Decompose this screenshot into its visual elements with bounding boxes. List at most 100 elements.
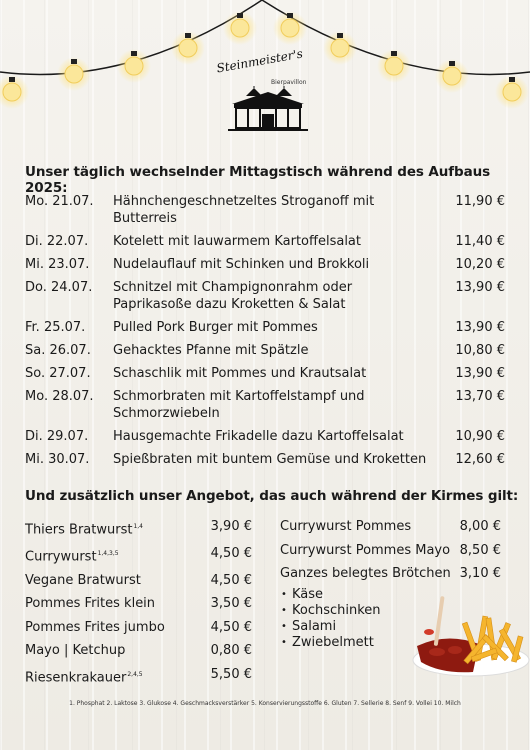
snack-row: Currywurst Pommes Mayo 8,50 €	[280, 542, 501, 559]
bullet-icon: •	[281, 588, 287, 600]
string-lights	[0, 0, 530, 109]
bullet-icon: •	[281, 604, 287, 616]
menu-dish: Hähnchengeschnetzeltes Stroganoff mit Bu…	[113, 194, 375, 226]
snack-name: Currywurst Pommes	[280, 519, 412, 534]
bullet-icon: •	[281, 636, 287, 648]
snack-row: Thiers Bratwurst1,4 3,90 €	[25, 518, 252, 538]
bullet-icon: •	[281, 620, 287, 632]
light-bulb-icon	[0, 75, 29, 109]
daily-menu-row: Fr. 25.07. Pulled Pork Burger mit Pommes 1…	[25, 319, 505, 336]
menu-dish: Hausgemachte Frikadelle dazu Kartoffelsa…	[113, 429, 404, 444]
menu-price: 10,20 €	[455, 257, 505, 272]
snack-name: Pommes Frites jumbo	[25, 619, 165, 635]
roll-options-list: • Käse • Kochschinken • Salami • Zwiebelmett	[280, 587, 501, 651]
roll-option: • Käse	[280, 587, 501, 603]
snack-price: 8,00 €	[459, 519, 501, 534]
extra-menu-title: Und zusätzlich unser Angebot, das auch w…	[25, 488, 519, 504]
snack-name: Currywurst	[25, 549, 97, 565]
menu-dish: Schaschlik mit Pommes und Krautsalat	[113, 366, 367, 381]
snack-price: 4,50 €	[210, 572, 252, 588]
menu-day: Mi. 23.07.	[25, 257, 90, 272]
daily-menu-row: Do. 24.07. Schnitzel mit Champignonrahm o…	[25, 279, 505, 313]
menu-day: Di. 29.07.	[25, 429, 89, 444]
daily-menu-row: Di. 29.07. Hausgemachte Frikadelle dazu K…	[25, 428, 505, 445]
logo-subtitle: Bierpavillon	[271, 79, 307, 86]
menu-day: Sa. 26.07.	[25, 343, 91, 358]
daily-menu-row: Sa. 26.07. Gehacktes Pfanne mit Spätzle 10…	[25, 342, 505, 359]
roll-option-label: Kochschinken	[292, 602, 381, 618]
snack-name: Pommes Frites klein	[25, 596, 156, 612]
extra-menu-left: Thiers Bratwurst1,4 3,90 € Currywurst1,4,3…	[25, 518, 252, 692]
logo: Steinmeister's Bierpavillon	[208, 46, 328, 136]
snack-name: Vegane Bratwurst	[25, 572, 141, 588]
snack-row: Vegane Bratwurst 4,50 €	[25, 572, 252, 589]
allergen-footnote: 1. Phosphat 2. Laktose 3. Glukose 4. Ges…	[69, 700, 461, 707]
daily-menu-row: Mo. 21.07. Hähnchengeschnetzeltes Strogan…	[25, 193, 505, 227]
roll-option-label: Salami	[292, 618, 337, 634]
menu-dish: Pulled Pork Burger mit Pommes	[113, 320, 318, 335]
daily-menu-row: Mi. 23.07. Nudelauflauf mit Schinken und …	[25, 256, 505, 273]
daily-menu-row: Di. 22.07. Kotelett mit lauwarmem Kartoff…	[25, 233, 505, 250]
snack-price: 3,90 €	[210, 519, 252, 534]
snack-row: Mayo | Ketchup 0,80 €	[25, 642, 252, 659]
snack-name: Currywurst Pommes Mayo	[280, 542, 451, 558]
menu-price: 10,80 €	[455, 343, 505, 358]
daily-menu-row: Mo. 28.07. Schmorbraten mit Kartoffelstam…	[25, 388, 505, 422]
snack-price: 3,50 €	[210, 596, 252, 612]
light-bulb-icon	[223, 11, 257, 45]
snack-price: 4,50 €	[210, 619, 252, 635]
roll-option-label: Käse	[292, 586, 324, 602]
currywurst-fries-image	[412, 596, 530, 677]
snack-row: Pommes Frites jumbo 4,50 €	[25, 619, 252, 636]
daily-menu-title: Unser täglich wechselnder Mittagstisch w…	[25, 164, 491, 196]
roll-option-label: Zwiebelmett	[292, 634, 374, 650]
daily-menu-row: So. 27.07. Schaschlik mit Pommes und Krau…	[25, 365, 505, 382]
menu-day: Do. 24.07.	[25, 280, 93, 295]
roll-option: • Kochschinken	[280, 603, 501, 619]
snack-row: Riesenkrakauer2,4,5 5,50 €	[25, 666, 252, 686]
daily-menu-row: Mi. 30.07. Spießbraten mit buntem Gemüse …	[25, 451, 505, 468]
menu-dish: Spießbraten mit buntem Gemüse und Kroket…	[113, 452, 427, 467]
snack-price: 4,50 €	[210, 545, 252, 561]
allergen-codes: 1,4	[133, 523, 143, 530]
snack-name: Riesenkrakauer	[25, 669, 127, 685]
light-bulb-icon	[171, 31, 205, 65]
menu-price: 11,90 €	[455, 194, 505, 209]
roll-option: • Salami	[280, 619, 501, 635]
snack-name: Thiers Bratwurst	[25, 522, 133, 538]
logo-name: Steinmeister's	[215, 46, 304, 76]
light-bulb-icon	[117, 49, 151, 83]
menu-day: Fr. 25.07.	[25, 320, 86, 335]
menu-dish: Schnitzel mit Champignonrahm oder Paprik…	[113, 280, 353, 312]
allergen-codes: 1,4,3,5	[97, 549, 119, 557]
snack-price: 5,50 €	[210, 666, 252, 682]
menu-price: 13,90 €	[455, 320, 505, 335]
menu-price: 13,70 €	[455, 389, 505, 404]
menu-price: 13,90 €	[455, 366, 505, 381]
snack-row: Currywurst Pommes 8,00 €	[280, 518, 501, 535]
menu-day: Mo. 28.07.	[25, 389, 94, 404]
light-bulb-icon	[495, 75, 529, 109]
snack-price: 3,10 €	[459, 566, 501, 581]
menu-day: Mo. 21.07.	[25, 194, 94, 209]
snack-row: Currywurst1,4,3,5 4,50 €	[25, 545, 252, 565]
roll-option: • Zwiebelmett	[280, 635, 501, 651]
menu-price: 10,90 €	[455, 429, 505, 444]
menu-dish: Gehacktes Pfanne mit Spätzle	[113, 343, 309, 358]
snack-row: Ganzes belegtes Brötchen 3,10 €	[280, 565, 501, 582]
snack-price: 8,50 €	[459, 542, 501, 558]
daily-menu-list: Mo. 21.07. Hähnchengeschnetzeltes Strogan…	[25, 193, 505, 474]
menu-day: Mi. 30.07.	[25, 452, 90, 467]
menu-price: 12,60 €	[455, 452, 505, 467]
menu-price: 13,90 €	[455, 280, 505, 295]
extra-menu-right: Currywurst Pommes 8,00 € Currywurst Pommes…	[280, 518, 501, 651]
light-bulb-icon	[273, 11, 307, 45]
menu-price: 11,40 €	[455, 234, 505, 249]
light-bulb-icon	[323, 31, 357, 65]
menu-dish: Kotelett mit lauwarmem Kartoffelsalat	[113, 234, 361, 249]
light-bulb-icon	[377, 49, 411, 83]
pavilion-icon	[228, 86, 308, 131]
light-bulb-icon	[435, 59, 469, 93]
snack-row: Pommes Frites klein 3,50 €	[25, 595, 252, 612]
snack-price: 0,80 €	[210, 643, 252, 659]
